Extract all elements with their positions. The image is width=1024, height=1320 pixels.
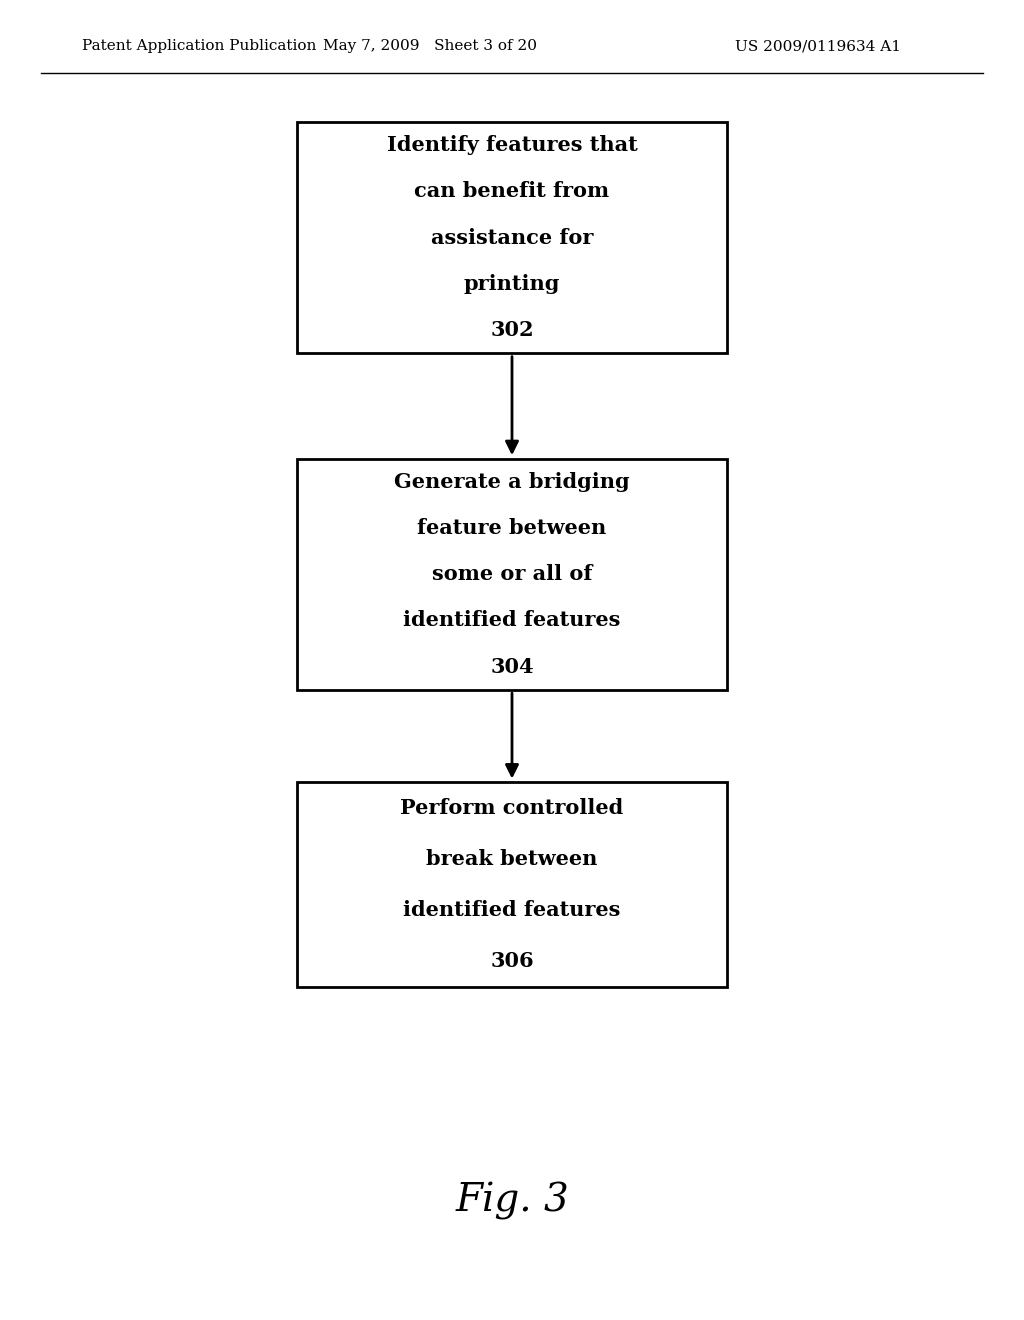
Text: Patent Application Publication: Patent Application Publication	[82, 40, 316, 53]
Text: printing: printing	[464, 273, 560, 294]
Text: feature between: feature between	[418, 517, 606, 539]
FancyBboxPatch shape	[297, 459, 727, 689]
Text: identified features: identified features	[403, 900, 621, 920]
Text: assistance for: assistance for	[431, 227, 593, 248]
Text: identified features: identified features	[403, 610, 621, 631]
Text: US 2009/0119634 A1: US 2009/0119634 A1	[735, 40, 901, 53]
Text: Perform controlled: Perform controlled	[400, 797, 624, 817]
Text: 302: 302	[490, 319, 534, 341]
Text: 304: 304	[490, 656, 534, 677]
Text: Generate a bridging: Generate a bridging	[394, 471, 630, 492]
Text: Identify features that: Identify features that	[387, 135, 637, 156]
Text: 306: 306	[490, 952, 534, 972]
Text: some or all of: some or all of	[432, 564, 592, 585]
FancyBboxPatch shape	[297, 781, 727, 987]
Text: May 7, 2009   Sheet 3 of 20: May 7, 2009 Sheet 3 of 20	[324, 40, 537, 53]
FancyBboxPatch shape	[297, 123, 727, 354]
Text: can benefit from: can benefit from	[415, 181, 609, 202]
Text: break between: break between	[426, 849, 598, 869]
Text: Fig. 3: Fig. 3	[455, 1183, 569, 1220]
